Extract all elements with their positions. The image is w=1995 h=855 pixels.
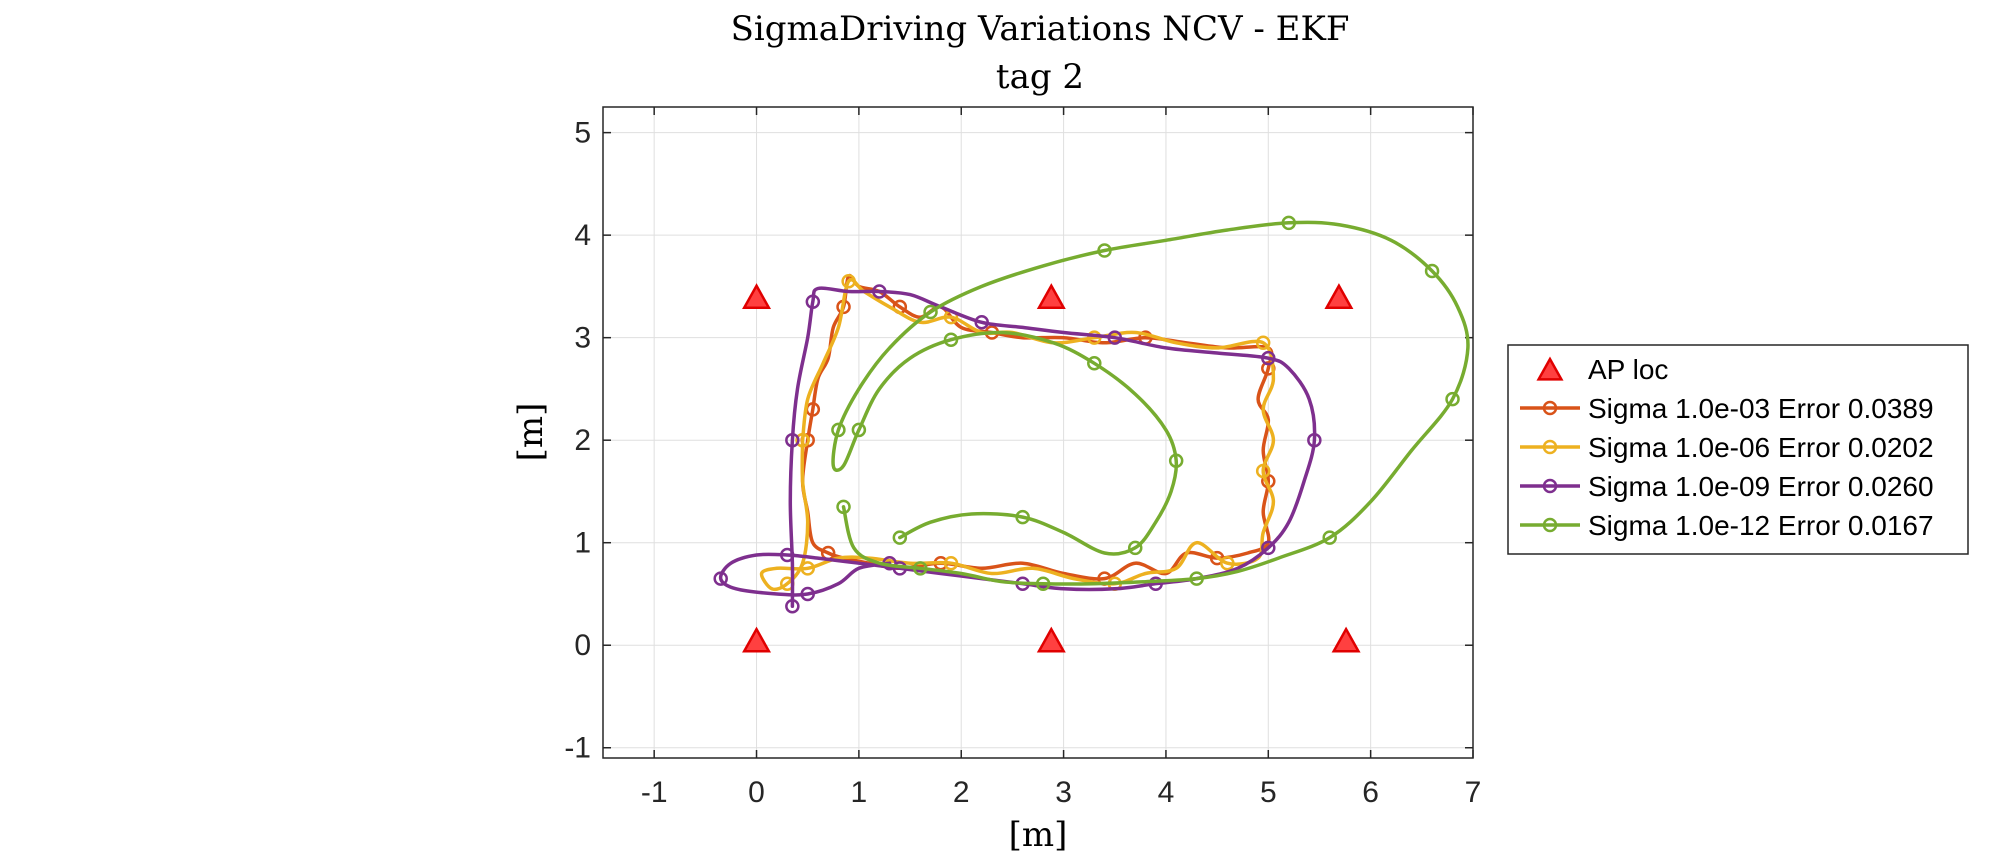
- series-point: [1261, 350, 1276, 366]
- series-point: [943, 555, 959, 571]
- series-point: [785, 432, 800, 448]
- x-tick-label: 6: [1362, 776, 1379, 809]
- series-point: [1168, 453, 1184, 468]
- series-point: [836, 499, 851, 515]
- series-point: [1261, 540, 1276, 556]
- legend-item: Sigma 1.0e-06 Error 0.0202: [1520, 432, 1934, 463]
- legend-label: Sigma 1.0e-12 Error 0.0167: [1588, 510, 1934, 541]
- series-point: [1035, 576, 1051, 591]
- series-point: [795, 432, 810, 448]
- y-tick-label: 0: [574, 629, 591, 662]
- legend-label: Sigma 1.0e-09 Error 0.0260: [1588, 471, 1934, 502]
- x-tick-label: 2: [953, 776, 970, 809]
- series-point: [1148, 576, 1163, 591]
- plot-area: [602, 106, 1474, 759]
- ap-location-marker: [1324, 283, 1354, 310]
- series-line: [759, 278, 1276, 592]
- y-tick-label: 5: [574, 117, 591, 150]
- series-point: [974, 315, 989, 330]
- ap-location-marker: [1036, 626, 1066, 653]
- ap-location-marker: [742, 626, 772, 653]
- series-point: [1087, 356, 1102, 371]
- legend-item: Sigma 1.0e-12 Error 0.0167: [1520, 510, 1934, 541]
- series-point: [1445, 391, 1460, 407]
- ap-location-marker: [1036, 283, 1066, 310]
- series-point: [779, 547, 795, 563]
- legend-box: [1507, 344, 1969, 555]
- series-1: [800, 273, 1276, 586]
- legend: AP loc Sigma 1.0e-03 Error 0.0389 Sigma 1.…: [1507, 344, 1969, 555]
- y-tick-label: 1: [574, 527, 591, 560]
- ap-location-marker: [1331, 626, 1361, 653]
- ap-markers: [742, 283, 1361, 653]
- x-tick-label: 7: [1465, 776, 1482, 809]
- series-point: [785, 599, 800, 614]
- series-point: [872, 284, 887, 299]
- series-point: [1322, 530, 1337, 545]
- series-line: [831, 220, 1470, 586]
- legend-marker: [1542, 400, 1558, 416]
- series-point: [1189, 571, 1204, 586]
- series-point: [800, 586, 815, 602]
- y-axis-label: [m]: [511, 403, 551, 462]
- series-line: [800, 273, 1274, 581]
- legend-item: AP loc: [1536, 354, 1668, 385]
- series-layer: [713, 215, 1470, 614]
- legend-label: AP loc: [1588, 354, 1668, 385]
- legend-label: Sigma 1.0e-03 Error 0.0389: [1588, 393, 1934, 424]
- x-tick-label: -1: [641, 776, 668, 809]
- series-point: [1281, 215, 1297, 231]
- x-tick-label: 3: [1055, 776, 1072, 809]
- series-point: [1127, 540, 1143, 556]
- series-point: [1015, 509, 1030, 525]
- y-axis-ticks: -1 0 1 2 3 4 5: [564, 117, 1473, 765]
- series-point: [800, 561, 815, 576]
- legend-marker: [1542, 439, 1558, 455]
- series-point: [1255, 463, 1271, 479]
- series-point: [1255, 335, 1271, 351]
- series-point: [1424, 263, 1440, 279]
- legend-marker: [1542, 517, 1558, 533]
- chart-subtitle: tag 2: [996, 57, 1084, 97]
- y-tick-label: 3: [574, 322, 591, 355]
- series-point: [913, 561, 928, 576]
- legend-label: Sigma 1.0e-06 Error 0.0202: [1588, 432, 1934, 463]
- x-tick-label: 0: [748, 776, 765, 809]
- series-point: [923, 304, 938, 320]
- series-point: [1107, 330, 1123, 345]
- x-axis-label: [m]: [1009, 815, 1068, 855]
- y-tick-label: 2: [574, 424, 591, 457]
- series-point: [1097, 243, 1112, 258]
- series-point: [851, 422, 867, 438]
- grid: [603, 107, 1474, 758]
- legend-marker: [1536, 356, 1564, 381]
- series-point: [1307, 432, 1322, 448]
- chart-title: SigmaDriving Variations NCV - EKF: [731, 9, 1350, 49]
- series-3: [713, 284, 1322, 614]
- series-point: [1220, 555, 1235, 571]
- series-point: [892, 530, 908, 545]
- series-line: [718, 286, 1317, 609]
- x-tick-label: 5: [1260, 776, 1277, 809]
- series-4: [831, 215, 1470, 591]
- series-point: [841, 274, 856, 289]
- x-tick-label: 4: [1158, 776, 1175, 809]
- x-axis-ticks: -1 0 1 2 3 4 5 6 7: [641, 107, 1482, 809]
- y-tick-label: -1: [564, 732, 591, 765]
- series-point: [831, 422, 846, 438]
- series-point: [943, 332, 959, 347]
- legend-marker: [1542, 478, 1558, 494]
- x-tick-label: 1: [851, 776, 868, 809]
- series-point: [805, 294, 821, 310]
- legend-item: Sigma 1.0e-03 Error 0.0389: [1520, 393, 1934, 424]
- ap-location-marker: [742, 283, 772, 310]
- series-point: [713, 571, 728, 586]
- legend-item: Sigma 1.0e-09 Error 0.0260: [1520, 471, 1934, 502]
- y-tick-label: 4: [574, 219, 591, 252]
